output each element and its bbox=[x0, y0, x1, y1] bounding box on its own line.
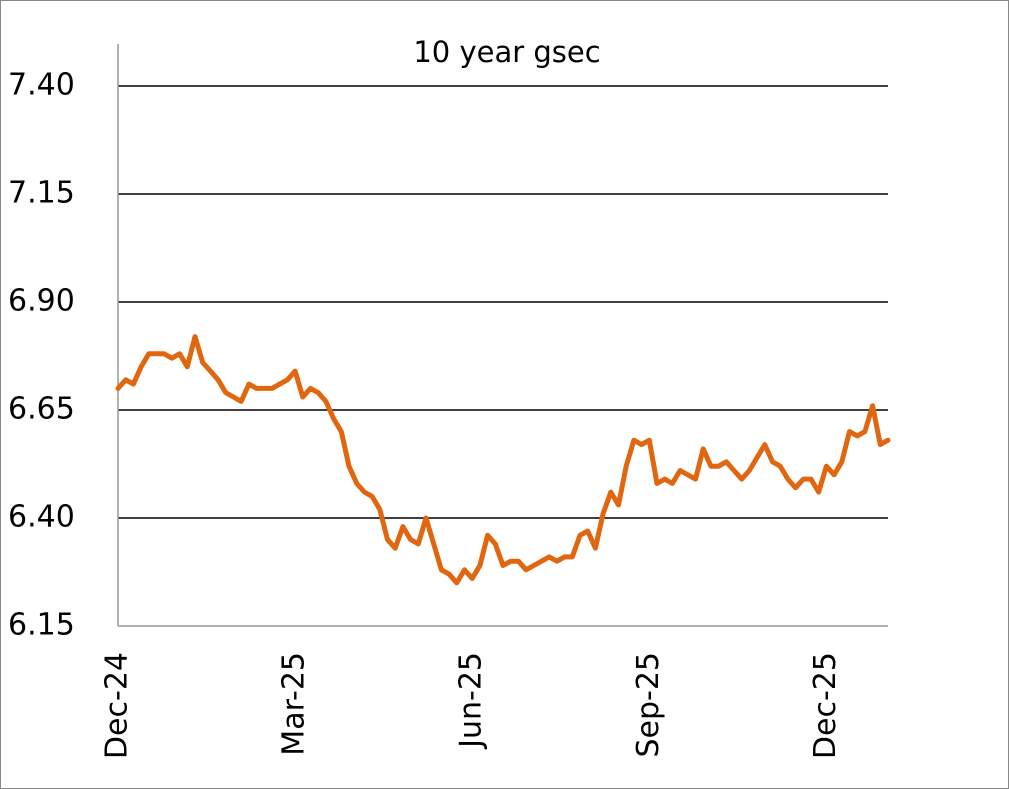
x-tick-label: Dec-24 bbox=[100, 652, 135, 759]
y-tick-label: 6.15 bbox=[8, 608, 75, 643]
y-tick-label: 6.65 bbox=[8, 392, 75, 427]
x-tick-label: Sep-25 bbox=[631, 652, 666, 758]
chart-title: 10 year gsec bbox=[413, 35, 600, 69]
y-tick-label: 7.40 bbox=[8, 68, 75, 103]
x-tick-label: Jun-25 bbox=[454, 652, 489, 750]
x-tick-label: Mar-25 bbox=[277, 652, 312, 756]
y-tick-label: 7.15 bbox=[8, 176, 75, 211]
y-tick-label: 6.90 bbox=[8, 284, 75, 319]
y-tick-label: 6.40 bbox=[8, 500, 75, 535]
x-tick-label: Dec-25 bbox=[808, 652, 843, 759]
data-line bbox=[115, 334, 891, 586]
